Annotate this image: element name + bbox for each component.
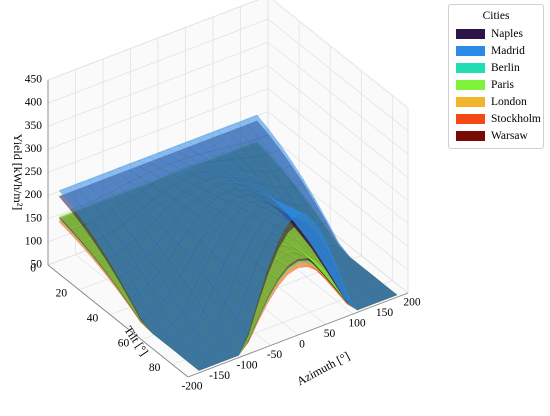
legend-label: Naples: [491, 27, 523, 40]
grid-line-z-side: [267, 134, 409, 248]
z-tick-label: 250: [25, 166, 43, 178]
legend-label: Berlin: [491, 61, 520, 74]
legend-item: London: [449, 93, 543, 110]
z-tick-label: 200: [25, 189, 43, 201]
grid-line-z-side: [267, 65, 409, 178]
grid-line-z-side: [267, 41, 409, 155]
legend-label: Madrid: [491, 44, 525, 57]
legend-swatch: [456, 62, 485, 73]
grid-line-z-back: [47, 0, 259, 81]
legend-label: Paris: [491, 78, 514, 91]
grid-line-z-back: [47, 88, 269, 173]
surface-madrid: [58, 114, 398, 371]
x-tick-label: 50: [324, 328, 336, 340]
y-axis-line: [47, 264, 189, 378]
tick-labels: -200-150-100-500501001502000204060805010…: [25, 74, 421, 393]
legend-swatch: [456, 45, 485, 56]
y-tick-label: 20: [56, 288, 68, 300]
grid-line-z-back: [47, 65, 269, 150]
legend-item: Berlin: [449, 59, 543, 76]
legend-swatch: [456, 113, 485, 124]
legend-title: Cities: [482, 10, 510, 22]
x-axis-line: [187, 292, 409, 378]
z-tick-label: 150: [25, 212, 43, 224]
axis-lines: [47, 80, 409, 378]
x-tick-label: -50: [267, 349, 283, 361]
legend-item: Madrid: [449, 42, 543, 59]
surface-patch: [375, 285, 398, 299]
z-tick-label: 450: [25, 74, 43, 86]
x-tick-label: 200: [403, 297, 421, 309]
y-tick-label: 0: [30, 263, 36, 275]
x-axis-label: Azimuth [°]: [294, 349, 352, 388]
grid-line-z-back: [47, 18, 269, 104]
grid-line-z-back: [47, 41, 269, 127]
legend-label: Warsaw: [491, 129, 528, 142]
z-axis-label: Yield [kWh/m²]: [11, 134, 25, 211]
legend-item: Naples: [449, 25, 543, 42]
legend-label: London: [491, 95, 527, 108]
surfaces: [58, 114, 398, 371]
legend-swatch: [456, 28, 485, 39]
y-tick-label: 60: [118, 337, 130, 349]
legend-label: Stockholm: [491, 112, 541, 125]
x-tick-label: 150: [376, 307, 394, 319]
x-tick-label: 100: [348, 318, 366, 330]
grid-line-z-side: [267, 88, 409, 201]
z-tick-label: 400: [25, 97, 43, 109]
legend-swatch: [456, 130, 485, 141]
y-tick-label: 40: [87, 312, 99, 324]
x-tick-label: 0: [299, 339, 305, 351]
legend-swatch: [456, 96, 485, 107]
z-tick-label: 350: [25, 120, 43, 132]
z-tick-label: 100: [25, 236, 43, 248]
legend-item: Paris: [449, 76, 543, 93]
grid-line-z-side: [272, 0, 409, 109]
x-tick-label: -100: [236, 360, 257, 372]
legend-item: Warsaw: [449, 127, 543, 144]
x-tick-label: -200: [181, 381, 202, 393]
grid-line-z-side: [267, 18, 409, 132]
x-tick-label: -150: [209, 370, 230, 382]
grid-line-z-side: [267, 111, 409, 224]
z-tick-label: 300: [25, 143, 43, 155]
legend-swatch: [456, 79, 485, 90]
y-tick-label: 80: [149, 362, 161, 374]
legend-items: Naples Madrid Berlin Paris London Stockholm Wa…: [449, 25, 543, 144]
z-tick-label: 50: [31, 259, 43, 271]
legend: Cities Naples Madrid Berlin Paris London Stoc…: [448, 4, 544, 149]
legend-item: Stockholm: [449, 110, 543, 127]
